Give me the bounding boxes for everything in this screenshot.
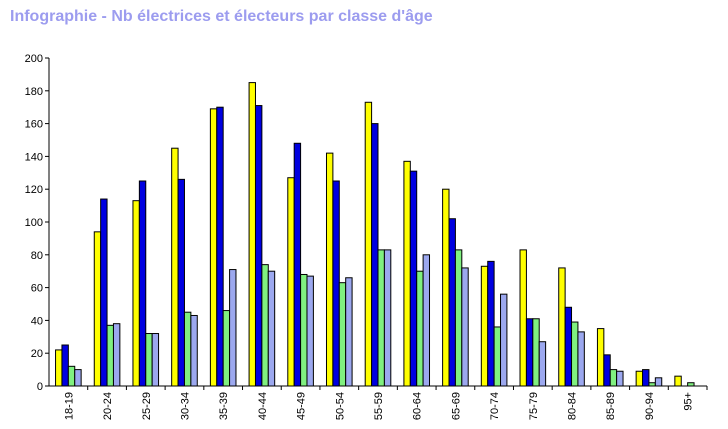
bar (377, 249, 385, 387)
bar (603, 354, 611, 387)
y-tick-label: 40 (31, 315, 43, 327)
bar (261, 264, 269, 387)
x-tick-label: 65-69 (450, 392, 462, 420)
bar (532, 318, 540, 387)
x-tick-label: 80-84 (567, 392, 579, 420)
y-axis: 0 20 40 60 80 100 120 140 160 180 200 (25, 53, 49, 393)
bar (519, 249, 527, 387)
bar (642, 369, 650, 387)
bar (493, 326, 502, 387)
bar (654, 377, 663, 387)
bar (55, 349, 63, 387)
bar (525, 318, 534, 387)
bar (635, 370, 644, 387)
bar (106, 324, 114, 387)
bar (190, 314, 198, 387)
bar (332, 180, 340, 387)
bar (132, 200, 140, 387)
bar (448, 218, 456, 387)
bar (216, 106, 224, 387)
bar (145, 333, 153, 387)
y-tick-label: 140 (25, 151, 43, 163)
chart-title: Infographie - Nb électrices et électeurs… (10, 8, 433, 25)
x-tick-label: 35-39 (218, 392, 230, 420)
bar (442, 188, 450, 387)
bar (112, 323, 121, 387)
y-tick-label: 80 (31, 250, 43, 262)
bar (371, 123, 379, 387)
bar (564, 306, 573, 387)
bar (416, 270, 424, 387)
bar (538, 341, 547, 387)
bar (609, 369, 618, 387)
bar (171, 147, 179, 387)
bar (248, 82, 256, 387)
x-tick-label: 30-34 (179, 392, 191, 420)
bar (454, 249, 463, 387)
bar (300, 273, 308, 387)
bar (674, 375, 682, 387)
bar (67, 365, 76, 387)
bar (345, 277, 353, 387)
bar (93, 231, 102, 387)
bar (287, 177, 295, 387)
bar (596, 328, 605, 387)
y-tick-label: 160 (25, 119, 43, 131)
bar (100, 198, 108, 387)
bar (183, 311, 192, 387)
bar (293, 142, 302, 387)
bar (577, 331, 585, 387)
bar (177, 178, 185, 387)
bar (229, 269, 237, 387)
bar (422, 254, 431, 387)
bar (403, 160, 411, 387)
y-tick-label: 100 (25, 217, 43, 229)
bar (222, 310, 231, 387)
x-axis: 18-19 20-24 25-29 30-34 35-39 40-44 45-49 50-54… (63, 386, 708, 420)
bars-group (55, 82, 695, 387)
y-tick-label: 0 (37, 381, 43, 393)
x-tick-label: 45-49 (296, 392, 308, 420)
y-tick-label: 120 (25, 184, 43, 196)
bar (325, 152, 334, 387)
bar (254, 105, 263, 387)
x-tick-label: 40-44 (257, 392, 269, 420)
bar (61, 344, 69, 387)
x-tick-label: 90-94 (644, 392, 656, 420)
x-tick-label: 60-64 (412, 392, 424, 420)
x-tick-label: 50-54 (334, 392, 346, 420)
y-tick-label: 20 (31, 348, 43, 360)
bar (571, 321, 579, 387)
bar (616, 370, 624, 387)
bar (267, 270, 276, 387)
x-tick-label: 70-74 (489, 392, 501, 420)
x-tick-label: 85-89 (605, 392, 617, 420)
x-tick-label: 75-79 (528, 392, 540, 420)
x-tick-label: 55-59 (373, 392, 385, 420)
bar (306, 275, 314, 387)
bar (487, 260, 495, 387)
bar (480, 265, 489, 387)
bar (383, 249, 392, 387)
bar (364, 101, 373, 387)
bar (558, 267, 566, 387)
bar (338, 282, 347, 387)
bar (461, 267, 469, 387)
bar (151, 333, 160, 387)
y-tick-label: 180 (25, 86, 43, 98)
x-tick-label: 95+ (683, 392, 695, 411)
bar (74, 369, 82, 387)
bar (138, 180, 147, 387)
y-tick-label: 60 (31, 283, 43, 295)
bar (209, 108, 218, 387)
y-tick-label: 200 (25, 53, 43, 65)
x-tick-label: 20-24 (102, 392, 114, 420)
bar (409, 170, 418, 387)
x-tick-label: 25-29 (141, 392, 153, 420)
x-tick-label: 18-19 (63, 392, 75, 420)
bar (500, 293, 508, 387)
